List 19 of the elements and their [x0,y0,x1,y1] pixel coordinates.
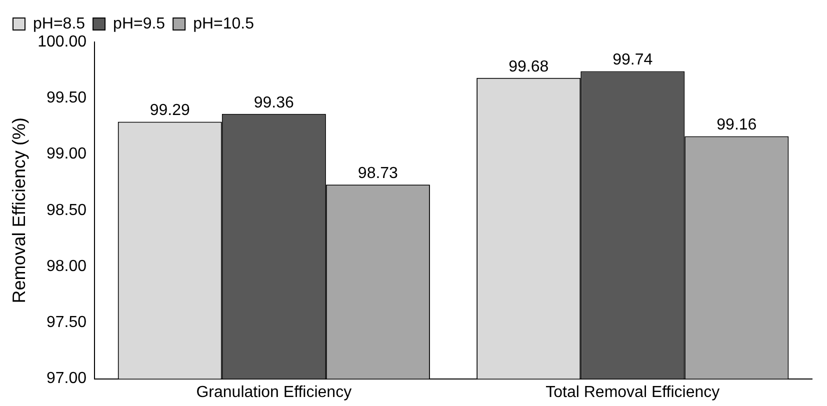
legend-label: pH=8.5 [33,15,86,32]
y-tick-label: 100.00 [38,33,87,50]
y-tick-label: 99.00 [46,146,87,163]
y-tick-label: 97.00 [46,370,87,388]
x-tick-label: Total Removal Efficiency [546,384,720,401]
legend-label: pH=10.5 [193,15,254,32]
legend-label: pH=9.5 [113,15,166,32]
y-tick-label: 98.50 [46,202,87,219]
data-label: 99.68 [508,58,549,76]
y-tick-label: 99.50 [46,90,87,107]
data-label: 99.16 [716,116,757,134]
y-tick-label: 97.50 [46,314,87,332]
y-axis-title: Removal Efficiency (%) [8,118,29,304]
data-label: 99.74 [612,52,653,69]
data-label: 99.36 [254,94,294,112]
x-tick-label: Granulation Efficiency [196,384,352,401]
data-label: 98.73 [358,164,398,182]
y-tick-label: 98.00 [46,258,87,275]
data-label: 99.29 [150,102,190,120]
